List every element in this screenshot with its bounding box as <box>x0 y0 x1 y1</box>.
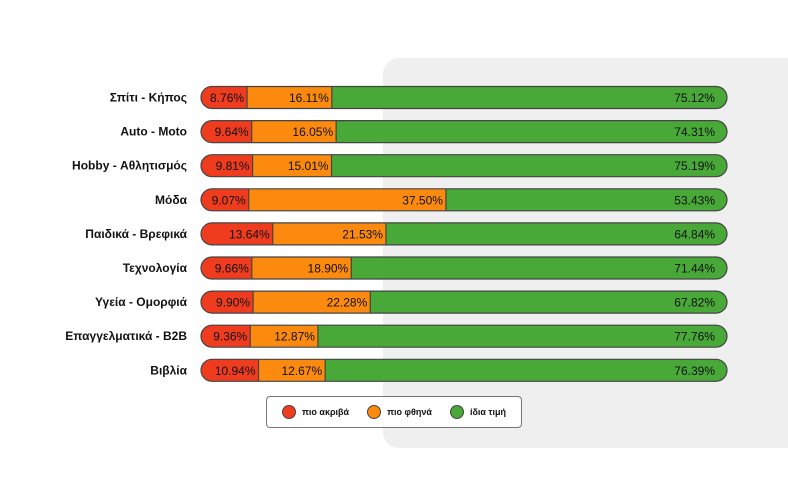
data-label: 9.36% <box>213 330 247 344</box>
data-label: 9.66% <box>215 262 249 276</box>
data-label: 16.11% <box>289 91 329 105</box>
legend: πιο ακριβά πιο φθηνά ίδια τιμή <box>266 396 522 428</box>
bar-segment <box>336 120 727 143</box>
bar-segment <box>201 291 254 314</box>
legend-swatch-more-expensive <box>282 405 297 419</box>
bar-row: Μόδα 9.07% 37.50% 53.43% <box>155 188 728 212</box>
data-label: 71.44% <box>674 262 715 276</box>
data-label: 22.28% <box>327 296 368 310</box>
data-label: 37.50% <box>402 193 443 207</box>
bar-outline <box>200 85 728 110</box>
data-label: 8.76% <box>210 91 244 105</box>
bar-outline <box>200 358 728 382</box>
data-label: 9.81% <box>216 159 250 173</box>
bar-outline <box>200 324 728 348</box>
data-label: 10.94% <box>215 364 256 378</box>
bar-segment <box>201 86 248 109</box>
bar-segment <box>201 222 274 245</box>
data-label: 53.43% <box>674 193 715 207</box>
bar-outline <box>200 188 728 212</box>
bar-segment <box>331 154 727 177</box>
bar-segment <box>201 359 260 382</box>
bar-segment <box>272 222 387 245</box>
category-label: Τεχνολογία <box>123 261 188 275</box>
bar-segment <box>351 257 727 279</box>
bar-segment <box>250 325 319 348</box>
legend-swatch-cheaper <box>367 405 382 419</box>
category-label: Υγεία - Ομορφιά <box>95 295 188 309</box>
bar-row: Hobby - Αθλητισμός 9.81% 15.01% 75.19% <box>72 154 728 178</box>
data-label: 12.67% <box>281 364 322 378</box>
bar-row: Παιδικά - Βρεφικά 13.64% 21.53% 64.84% <box>85 222 728 246</box>
data-label: 18.90% <box>308 262 349 276</box>
bar-row: Σπίτι - Κήπος 8.76% 16.11% 75.12% <box>110 85 728 110</box>
bar-segment <box>201 257 253 279</box>
legend-item-cheaper: πιο φθηνά <box>367 405 432 419</box>
legend-label-cheaper: πιο φθηνά <box>387 407 432 417</box>
data-label: 13.64% <box>229 227 270 241</box>
data-label: 76.39% <box>674 364 715 378</box>
bar-segment <box>331 86 727 109</box>
data-label: 21.53% <box>342 227 383 241</box>
data-label: 16.05% <box>292 125 333 139</box>
bar-row: Auto - Moto 9.64% 16.05% 74.31% <box>120 119 728 144</box>
category-label: Βιβλία <box>150 363 187 377</box>
bar-outline <box>200 290 728 314</box>
bar-segment <box>252 154 333 177</box>
bar-row: Τεχνολογία 9.66% 18.90% 71.44% <box>123 256 728 280</box>
data-label: 74.31% <box>674 125 715 139</box>
category-label: Auto - Moto <box>120 125 187 139</box>
bar-segment <box>258 359 326 382</box>
bar-segment <box>385 222 727 245</box>
bar-segment <box>445 188 727 211</box>
data-label: 75.19% <box>674 159 715 173</box>
data-label: 9.07% <box>212 193 246 207</box>
bar-outline <box>200 222 728 246</box>
legend-label-more-expensive: πιο ακριβά <box>302 407 350 417</box>
category-label: Μόδα <box>155 193 188 207</box>
data-label: 64.84% <box>674 227 715 241</box>
data-label: 9.64% <box>215 125 249 139</box>
bar-segment <box>251 120 337 143</box>
bar-segment <box>325 359 727 382</box>
bar-row: Βιβλία 10.94% 12.67% 76.39% <box>150 358 728 382</box>
bar-row: Υγεία - Ομορφιά 9.90% 22.28% 67.82% <box>95 290 728 314</box>
bar-segment <box>253 291 371 314</box>
data-label: 77.76% <box>674 330 715 344</box>
bar-outline <box>200 119 728 144</box>
legend-item-same-price: ίδια τιμή <box>449 405 506 419</box>
bar-outline <box>200 154 728 178</box>
bar-segment <box>317 325 727 348</box>
category-label: Παιδικά - Βρεφικά <box>85 227 187 241</box>
bar-segment <box>201 154 254 177</box>
legend-label-same-price: ίδια τιμή <box>469 407 506 417</box>
data-label: 75.12% <box>674 91 715 105</box>
legend-item-more-expensive: πιο ακριβά <box>282 405 349 419</box>
bar-segment <box>201 120 253 143</box>
bar-segment <box>251 257 352 279</box>
category-label: Hobby - Αθλητισμός <box>72 159 187 173</box>
category-label: Σπίτι - Κήπος <box>110 91 187 105</box>
bar-segment <box>370 291 727 314</box>
bar-outline <box>200 256 728 280</box>
bar-segment <box>201 188 250 211</box>
data-label: 15.01% <box>288 159 329 173</box>
category-label: Επαγγελματικά - B2B <box>65 329 187 343</box>
legend-swatch-same-price <box>449 405 464 419</box>
data-label: 67.82% <box>674 296 715 310</box>
data-label: 12.87% <box>274 330 315 344</box>
bar-segment <box>248 188 447 211</box>
bar-segment <box>201 325 251 348</box>
bar-segment <box>247 86 333 109</box>
bar-row: Επαγγελματικά - B2B 9.36% 12.87% 77.76% <box>65 324 728 348</box>
data-label: 9.90% <box>216 296 250 310</box>
